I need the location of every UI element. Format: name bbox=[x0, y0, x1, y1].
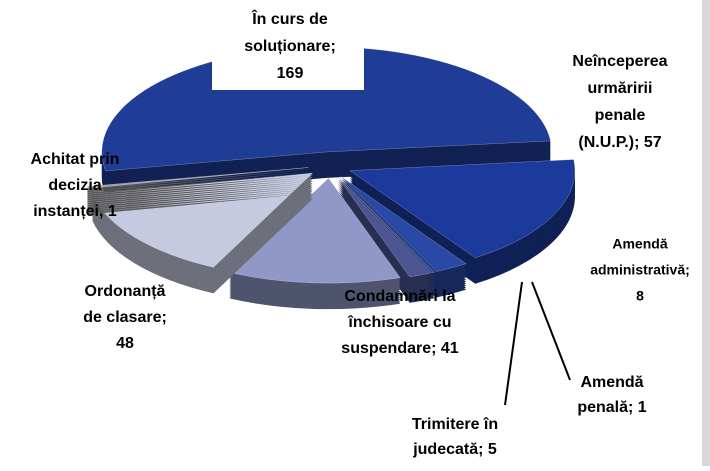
data-label: penală; 1 bbox=[577, 399, 646, 416]
slice-side bbox=[87, 183, 309, 205]
data-label: închisoare cu bbox=[347, 314, 451, 331]
data-label: soluționare; bbox=[244, 38, 336, 55]
slice-side bbox=[87, 173, 309, 195]
data-label: Achitat prin bbox=[31, 151, 120, 168]
slice-side bbox=[87, 187, 309, 209]
leader-line bbox=[531, 281, 571, 381]
data-label: Ordonanță bbox=[85, 283, 166, 300]
label-box bbox=[212, 4, 364, 90]
data-label: (N.U.P.); 57 bbox=[578, 134, 661, 151]
data-label: 48 bbox=[116, 335, 134, 352]
data-label: Amendă bbox=[612, 236, 667, 252]
slice-side bbox=[87, 191, 309, 213]
labels: În curs de soluționare; 169 Neînceperea urmă… bbox=[31, 9, 690, 458]
data-label: urmăririi bbox=[588, 80, 653, 97]
data-label: suspendare; 41 bbox=[341, 340, 458, 357]
slice bbox=[228, 177, 401, 310]
slice-side bbox=[87, 175, 309, 197]
data-label: Condamnări la bbox=[344, 288, 455, 305]
data-label: Amendă bbox=[580, 374, 643, 391]
pie bbox=[86, 46, 576, 310]
data-label: În curs de bbox=[251, 9, 328, 28]
slice bbox=[337, 177, 431, 303]
right-border bbox=[702, 0, 710, 466]
slice-side bbox=[87, 189, 309, 211]
slice-side bbox=[87, 181, 309, 203]
data-label: penale bbox=[595, 107, 646, 124]
slice-top bbox=[349, 159, 576, 259]
slice-side bbox=[87, 171, 309, 193]
slice-side bbox=[87, 193, 309, 215]
slice bbox=[86, 167, 309, 215]
data-label: Neînceperea bbox=[572, 53, 667, 70]
data-label: 169 bbox=[277, 65, 304, 82]
slice-top bbox=[340, 176, 467, 272]
slice-side bbox=[87, 177, 309, 199]
leader-line bbox=[504, 281, 523, 406]
slice-top bbox=[228, 177, 401, 284]
slice bbox=[349, 159, 576, 284]
slice-side bbox=[87, 169, 309, 191]
data-label: instanței, 1 bbox=[33, 203, 117, 220]
slice-side bbox=[87, 185, 309, 207]
data-label: de clasare; bbox=[83, 309, 167, 326]
data-label: Trimitere în bbox=[412, 416, 498, 433]
slice-top bbox=[86, 167, 309, 189]
slice-top bbox=[338, 176, 436, 274]
data-label: judecată; 5 bbox=[412, 441, 497, 458]
data-label: 8 bbox=[636, 288, 644, 304]
slice-side bbox=[87, 179, 309, 201]
slice-top bbox=[337, 177, 431, 278]
data-label: administrativă; bbox=[590, 262, 690, 278]
data-label: decizia bbox=[48, 177, 101, 194]
